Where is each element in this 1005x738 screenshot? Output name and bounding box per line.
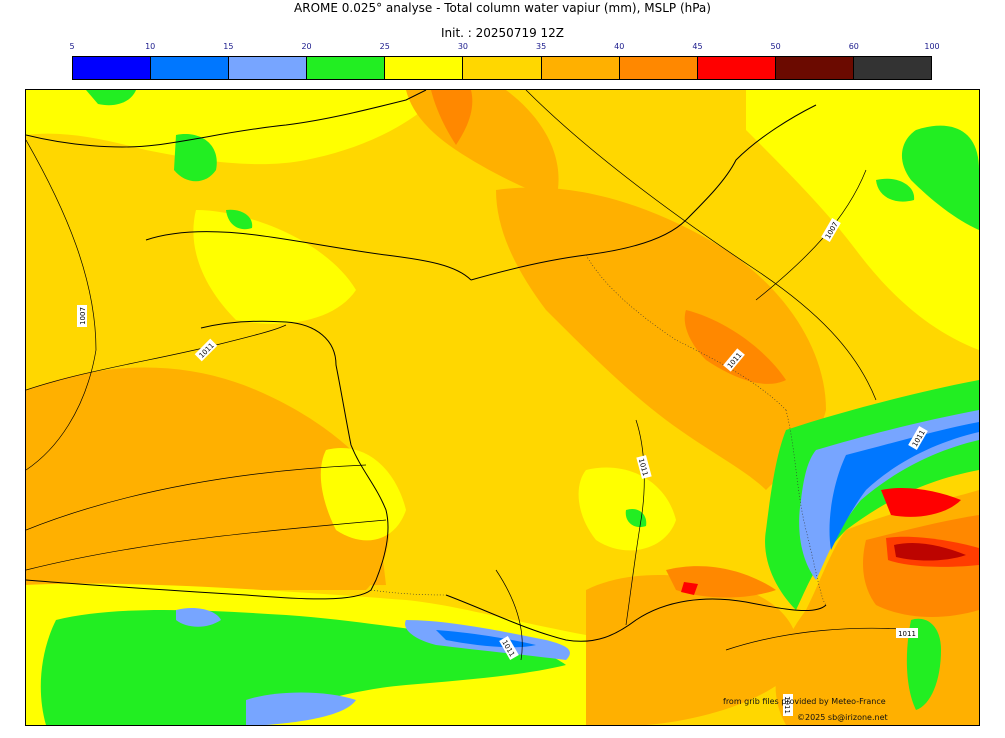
- colorbar-tick-label: 30: [457, 42, 468, 51]
- colorbar-segment: [619, 57, 698, 79]
- isobar-label: 1007: [77, 305, 87, 327]
- field-east-35-40: [496, 187, 826, 490]
- isobar-label-group: 1007 1007 1011 1011 1011 1011: [77, 217, 928, 716]
- coastlines: [26, 90, 827, 642]
- field-massif-25-30: [578, 467, 676, 551]
- colorbar-segment: [463, 57, 542, 79]
- field-germany-20-25: [901, 125, 979, 230]
- borders: [370, 254, 827, 606]
- field-italy-45-50: [881, 488, 961, 517]
- field-north-25-30: [26, 90, 446, 165]
- colorbar-tick-label: 45: [692, 42, 703, 51]
- colorbar-segment: [151, 57, 230, 79]
- field-corsica-20-25: [906, 618, 941, 710]
- colorbar-tick-label: 15: [223, 42, 234, 51]
- colorbar-segment: [385, 57, 464, 79]
- credit-copyright: ©2025 sb@irizone.net: [797, 713, 888, 722]
- field-thames-40-45: [431, 90, 473, 145]
- colorbar-tick-label: 40: [614, 42, 625, 51]
- field-alps-15-20: [799, 410, 979, 580]
- colorbar-segment: [541, 57, 620, 79]
- field-iberia-blue-15-20: [246, 692, 356, 725]
- isobar-lines: [26, 90, 917, 661]
- colorbar-tick-label: 25: [379, 42, 390, 51]
- field-north-green: [86, 90, 136, 106]
- colorbar-segment: [73, 57, 152, 79]
- map-title: AROME 0.025° analyse - Total column wate…: [294, 1, 711, 15]
- field-italy-red2: [886, 536, 979, 567]
- map-canvas: 1007 1007 1011 1011 1011 1011: [26, 90, 979, 725]
- colorbar-tick-label: 35: [535, 42, 547, 51]
- credit-source: from grib files provided by Meteo-France: [723, 697, 886, 706]
- colorbar-segment: [853, 57, 932, 79]
- colorbar-tick-label: 60: [848, 42, 859, 51]
- colorbar-tick-label: 100: [924, 42, 940, 51]
- colorbar-tick-label: 10: [145, 42, 156, 51]
- isobar-label: 1011: [896, 628, 918, 638]
- field-alps-10-15: [829, 422, 979, 550]
- colorbar: [72, 56, 932, 80]
- colorbar-segment: [775, 57, 854, 79]
- init-time: Init. : 20250719 12Z: [440, 26, 565, 40]
- map-area: 1007 1007 1011 1011 1011 1011: [25, 89, 980, 726]
- svg-text:1007: 1007: [79, 307, 87, 325]
- field-germany2-20-25: [876, 178, 915, 202]
- colorbar-tick-label: 5: [69, 42, 75, 51]
- colorbar-tick-label: 20: [301, 42, 312, 51]
- colorbar-ticks: 5 10 15 20 25 30 35 40 45 50 60 100: [69, 42, 939, 54]
- field-med-35-40: [586, 575, 799, 725]
- field-southwest-35-40: [26, 461, 386, 590]
- svg-text:1011: 1011: [898, 630, 916, 638]
- isobar-label: 1011: [783, 694, 793, 716]
- field-massif-green: [625, 508, 647, 528]
- field-wales-20-25: [174, 134, 217, 182]
- colorbar-segment: [697, 57, 776, 79]
- field-east-40-45: [684, 310, 786, 384]
- field-bay-25-30: [320, 448, 406, 541]
- field-channel-25-30: [193, 210, 356, 324]
- field-iberia-blue2-15-20: [176, 608, 221, 627]
- field-cornwall-20-25: [226, 209, 253, 230]
- colorbar-segment: [229, 57, 308, 79]
- field-provence-red: [681, 582, 698, 595]
- colorbar-segment: [307, 57, 386, 79]
- colorbar-tick-label: 50: [770, 42, 781, 51]
- svg-text:1011: 1011: [783, 696, 791, 714]
